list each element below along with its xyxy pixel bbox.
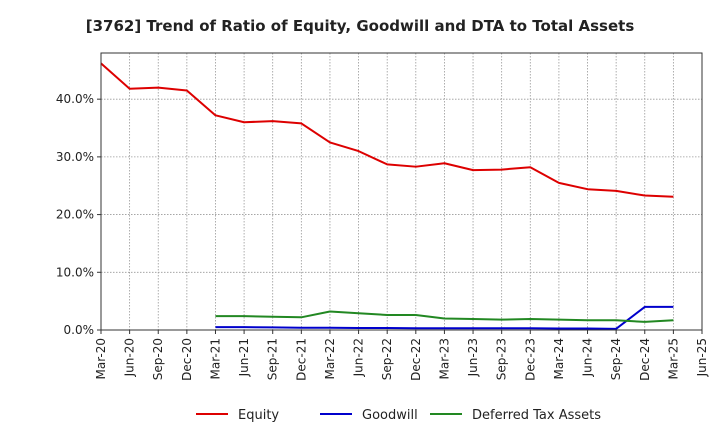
grid-layer <box>101 53 702 330</box>
x-tick-label: Mar-24 <box>552 338 566 379</box>
legend-label-equity: Equity <box>238 408 279 423</box>
y-axis: 0.0% 10.0% 20.0% 30.0% 40.0% <box>56 92 101 337</box>
y-tick-label: 10.0% <box>56 265 94 279</box>
x-tick-label: Mar-21 <box>208 338 222 379</box>
chart-title: [3762] Trend of Ratio of Equity, Goodwil… <box>86 17 635 35</box>
x-tick-label: Dec-21 <box>294 338 308 381</box>
x-tick-label: Mar-25 <box>666 338 680 379</box>
x-tick-label: Sep-22 <box>380 338 394 380</box>
series-layer <box>100 62 674 330</box>
y-tick-label: 20.0% <box>56 208 94 222</box>
y-tick-label: 30.0% <box>56 150 94 164</box>
plot-frame <box>100 52 703 331</box>
x-axis: Mar-20 Jun-20 Sep-20 Dec-20 Mar-21 Jun-21 Sep-… <box>94 330 709 381</box>
series-line-deferred-tax-assets <box>215 310 674 323</box>
x-tick-label: Dec-24 <box>638 338 652 381</box>
y-tick-label: 0.0% <box>64 323 95 337</box>
x-tick-label: Sep-20 <box>151 338 165 380</box>
legend: Equity Goodwill Deferred Tax Assets <box>196 408 601 423</box>
y-tick-label: 40.0% <box>56 92 94 106</box>
series-line-goodwill <box>215 305 674 330</box>
x-tick-label: Jun-22 <box>352 338 366 377</box>
x-tick-label: Jun-21 <box>237 338 251 377</box>
x-tick-label: Jun-20 <box>123 338 137 377</box>
x-tick-label: Mar-22 <box>323 338 337 379</box>
x-tick-label: Jun-25 <box>695 338 709 377</box>
legend-label-goodwill: Goodwill <box>362 408 418 423</box>
x-tick-label: Dec-22 <box>409 338 423 381</box>
x-tick-label: Mar-20 <box>94 338 108 379</box>
x-tick-label: Jun-23 <box>466 338 480 377</box>
x-tick-label: Sep-21 <box>266 338 280 380</box>
x-tick-label: Mar-23 <box>437 338 451 379</box>
x-tick-label: Dec-23 <box>523 338 537 381</box>
x-tick-label: Sep-23 <box>495 338 509 380</box>
series-line-equity <box>100 62 674 198</box>
x-tick-label: Dec-20 <box>180 338 194 381</box>
x-tick-label: Sep-24 <box>609 338 623 380</box>
legend-label-deferred-tax-assets: Deferred Tax Assets <box>472 408 601 423</box>
x-tick-label: Jun-24 <box>581 338 595 377</box>
